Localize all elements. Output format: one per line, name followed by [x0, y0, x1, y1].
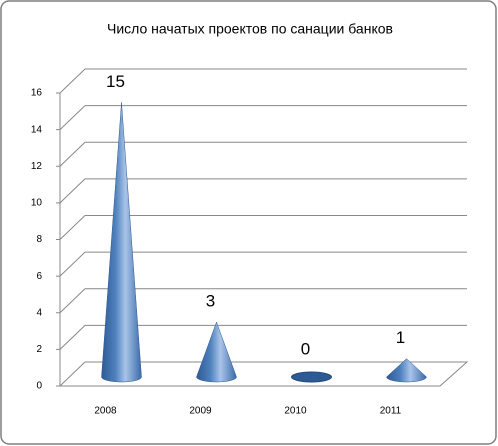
grid-line [59, 324, 467, 350]
x-tick-label: 2011 [380, 406, 402, 417]
grid-line [59, 178, 467, 204]
grid-line [59, 288, 467, 314]
grid-line [59, 215, 467, 240]
grid-line [59, 141, 467, 167]
grid-line [59, 68, 467, 94]
y-tick-label: 12 [31, 161, 43, 172]
y-tick-label: 2 [36, 344, 42, 355]
cone [196, 321, 237, 383]
cone [386, 358, 427, 383]
y-tick-label: 0 [36, 381, 42, 392]
y-tick-label: 14 [31, 124, 43, 135]
x-tick-label: 2010 [284, 406, 307, 417]
chart-title: Число начатых проектов по санации банков [107, 21, 393, 37]
y-tick-label: 16 [31, 88, 43, 99]
y-tick-label: 6 [36, 271, 42, 282]
data-label: 15 [106, 72, 125, 91]
x-tick-label: 2008 [94, 406, 117, 417]
cone [291, 371, 332, 383]
cone [101, 102, 142, 383]
y-tick-label: 8 [36, 234, 42, 245]
data-label: 3 [206, 292, 215, 311]
y-tick-label: 10 [31, 198, 43, 209]
data-label: 1 [396, 328, 405, 347]
x-tick-label: 2009 [189, 406, 212, 417]
floor [58, 361, 469, 387]
y-tick-label: 4 [36, 307, 42, 318]
data-label: 0 [301, 339, 310, 358]
grid-line [59, 105, 467, 130]
grid-line [59, 251, 467, 277]
